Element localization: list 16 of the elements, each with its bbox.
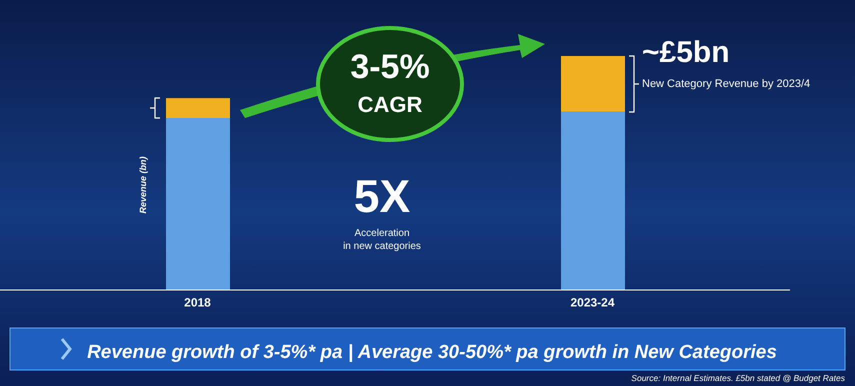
- annotation: CAGR: [358, 92, 422, 117]
- bar: [561, 112, 625, 290]
- source-note: Source: Internal Estimates. £5bn stated @ Budget Rates: [631, 373, 846, 383]
- annotation: in new categories: [343, 241, 421, 252]
- annotation: New Category Revenue by 2023/4: [642, 78, 810, 90]
- annotation: 3-5%: [350, 48, 430, 86]
- y-axis-title: Revenue (bn): [138, 156, 148, 214]
- bar: [561, 56, 625, 112]
- annotation: Acceleration: [354, 228, 410, 239]
- annotation: ~£5bn: [642, 36, 730, 69]
- bar: [166, 118, 230, 290]
- annotation: 5X: [354, 170, 410, 222]
- text: Revenue growth of 3-5%* pa | Average 30-50%* pa growth in New Categories: [87, 342, 777, 363]
- bar: [166, 98, 230, 118]
- x-tick-label: 2018: [184, 296, 212, 310]
- x-tick-label: 2023-24: [570, 296, 615, 310]
